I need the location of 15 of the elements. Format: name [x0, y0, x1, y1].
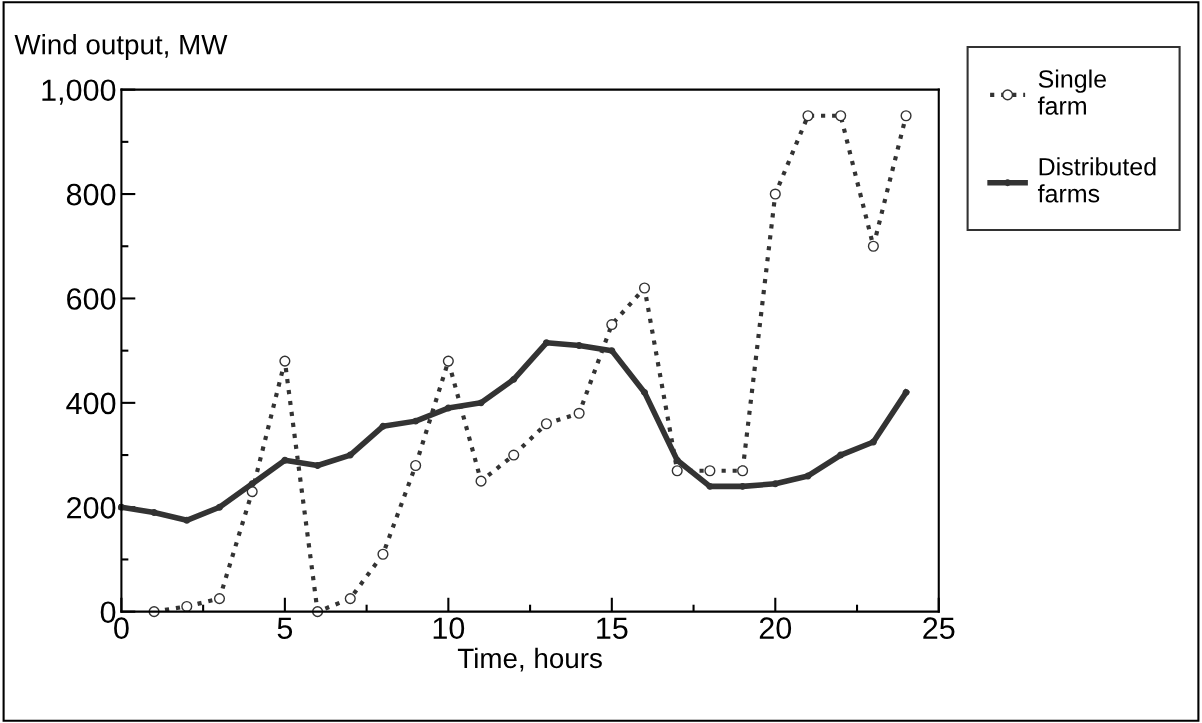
x-tick-label: 5 [277, 617, 293, 639]
legend-label: Distributed farms [1037, 157, 1156, 203]
x-tick-label: 15 [597, 617, 628, 639]
y-axis-title: Wind output, MW [14, 34, 228, 60]
legend-label: Single farm [1037, 69, 1106, 115]
y-tick-label: 1,000 [42, 79, 116, 105]
y-tick-label: 600 [67, 288, 116, 310]
y-tick-label: 800 [66, 183, 116, 206]
x-tick-label: 20 [759, 617, 792, 639]
y-tick-label: 200 [67, 496, 116, 519]
x-axis-title: Time, hours [457, 647, 602, 672]
x-tick-label: 25 [923, 617, 955, 639]
y-tick-label: 400 [66, 392, 116, 415]
x-tick-label: 10 [433, 617, 465, 639]
y-tick-label: 0 [100, 601, 116, 624]
